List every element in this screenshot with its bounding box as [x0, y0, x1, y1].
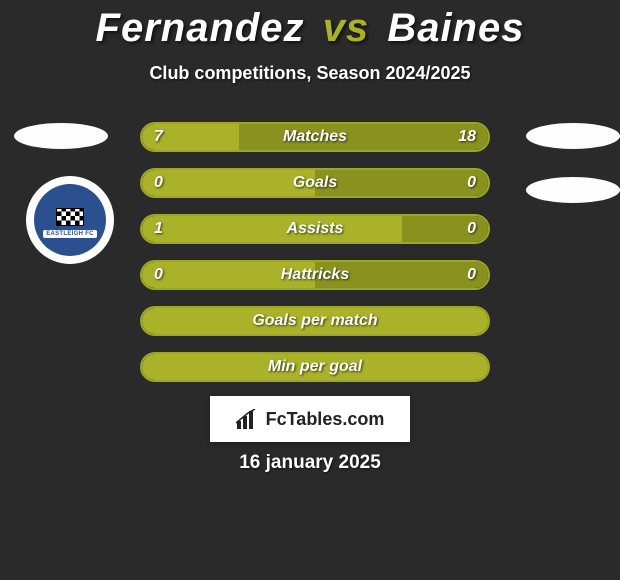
- subtitle: Club competitions, Season 2024/2025: [0, 63, 620, 84]
- bar-label: Goals per match: [142, 308, 488, 334]
- bar-row-goals: 00Goals: [140, 168, 490, 198]
- bar-row-hattricks: 00Hattricks: [140, 260, 490, 290]
- title-player2: Baines: [387, 6, 524, 50]
- bar-row-assists: 10Assists: [140, 214, 490, 244]
- title-player1: Fernandez: [96, 6, 305, 50]
- footer-site-badge: FcTables.com: [210, 396, 410, 442]
- bar-row-mpg: Min per goal: [140, 352, 490, 382]
- club-badge-inner: EASTLEIGH FC: [34, 184, 106, 256]
- club-badge-text: EASTLEIGH FC: [43, 230, 97, 238]
- bar-chart-icon: [236, 409, 260, 429]
- bar-label: Matches: [142, 124, 488, 150]
- player2-badge-placeholder-2: [526, 177, 620, 203]
- footer-site-text: FcTables.com: [266, 409, 385, 430]
- player2-badge-placeholder-1: [526, 123, 620, 149]
- comparison-infographic: Fernandez vs Baines Club competitions, S…: [0, 0, 620, 580]
- date-text: 16 january 2025: [0, 452, 620, 474]
- club-badge-checker-icon: [56, 208, 84, 226]
- title-vs: vs: [323, 6, 370, 50]
- bar-row-matches: 718Matches: [140, 122, 490, 152]
- player1-badge-placeholder: [14, 123, 108, 149]
- bar-row-gpm: Goals per match: [140, 306, 490, 336]
- page-title: Fernandez vs Baines: [0, 0, 620, 51]
- bar-label: Goals: [142, 170, 488, 196]
- comparison-bars: 718Matches 00Goals 10Assists 00Hattricks Goa…: [140, 122, 490, 398]
- bar-label: Hattricks: [142, 262, 488, 288]
- club-badge: EASTLEIGH FC: [26, 176, 114, 264]
- bar-label: Min per goal: [142, 354, 488, 380]
- bar-label: Assists: [142, 216, 488, 242]
